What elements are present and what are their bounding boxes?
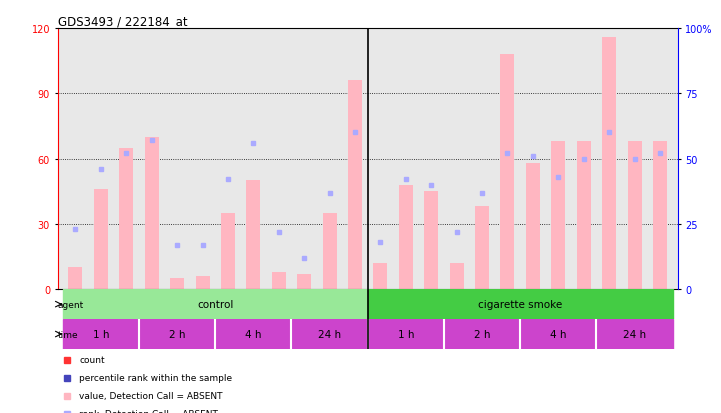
Bar xyxy=(170,279,184,290)
Bar xyxy=(119,148,133,290)
Bar xyxy=(602,38,616,290)
Bar xyxy=(297,274,311,290)
Text: count: count xyxy=(79,356,105,364)
Bar xyxy=(373,263,387,290)
Bar xyxy=(500,55,515,290)
Text: control: control xyxy=(197,299,234,309)
Text: agent: agent xyxy=(58,300,84,309)
Text: 1 h: 1 h xyxy=(397,329,414,339)
Text: 2 h: 2 h xyxy=(169,329,185,339)
Bar xyxy=(552,142,565,290)
Bar xyxy=(63,319,139,349)
Bar xyxy=(221,214,235,290)
Bar xyxy=(526,164,540,290)
Text: 4 h: 4 h xyxy=(550,329,567,339)
Bar xyxy=(247,181,260,290)
Bar xyxy=(424,192,438,290)
Bar xyxy=(94,190,108,290)
Bar xyxy=(444,319,520,349)
Bar xyxy=(520,319,596,349)
Bar xyxy=(368,319,444,349)
Text: time: time xyxy=(58,330,79,339)
Bar xyxy=(291,319,368,349)
Text: percentile rank within the sample: percentile rank within the sample xyxy=(79,373,232,382)
Text: 24 h: 24 h xyxy=(623,329,646,339)
Bar xyxy=(139,319,216,349)
Bar xyxy=(596,319,673,349)
Text: 2 h: 2 h xyxy=(474,329,490,339)
Bar xyxy=(450,263,464,290)
Text: GDS3493 / 222184_at: GDS3493 / 222184_at xyxy=(58,15,187,28)
Bar xyxy=(216,319,291,349)
Bar xyxy=(653,142,667,290)
Bar xyxy=(68,268,82,290)
Bar xyxy=(63,290,368,319)
Text: 24 h: 24 h xyxy=(318,329,341,339)
Bar xyxy=(195,276,210,290)
Text: rank, Detection Call = ABSENT: rank, Detection Call = ABSENT xyxy=(79,409,218,413)
Text: 1 h: 1 h xyxy=(92,329,109,339)
Bar xyxy=(322,214,337,290)
Bar xyxy=(577,142,590,290)
Text: cigarette smoke: cigarette smoke xyxy=(478,299,562,309)
Bar xyxy=(368,290,673,319)
Bar xyxy=(272,272,286,290)
Text: value, Detection Call = ABSENT: value, Detection Call = ABSENT xyxy=(79,391,223,400)
Bar xyxy=(399,185,413,290)
Text: 4 h: 4 h xyxy=(245,329,262,339)
Bar xyxy=(348,81,362,290)
Bar xyxy=(627,142,642,290)
Bar xyxy=(475,207,489,290)
Bar xyxy=(145,138,159,290)
